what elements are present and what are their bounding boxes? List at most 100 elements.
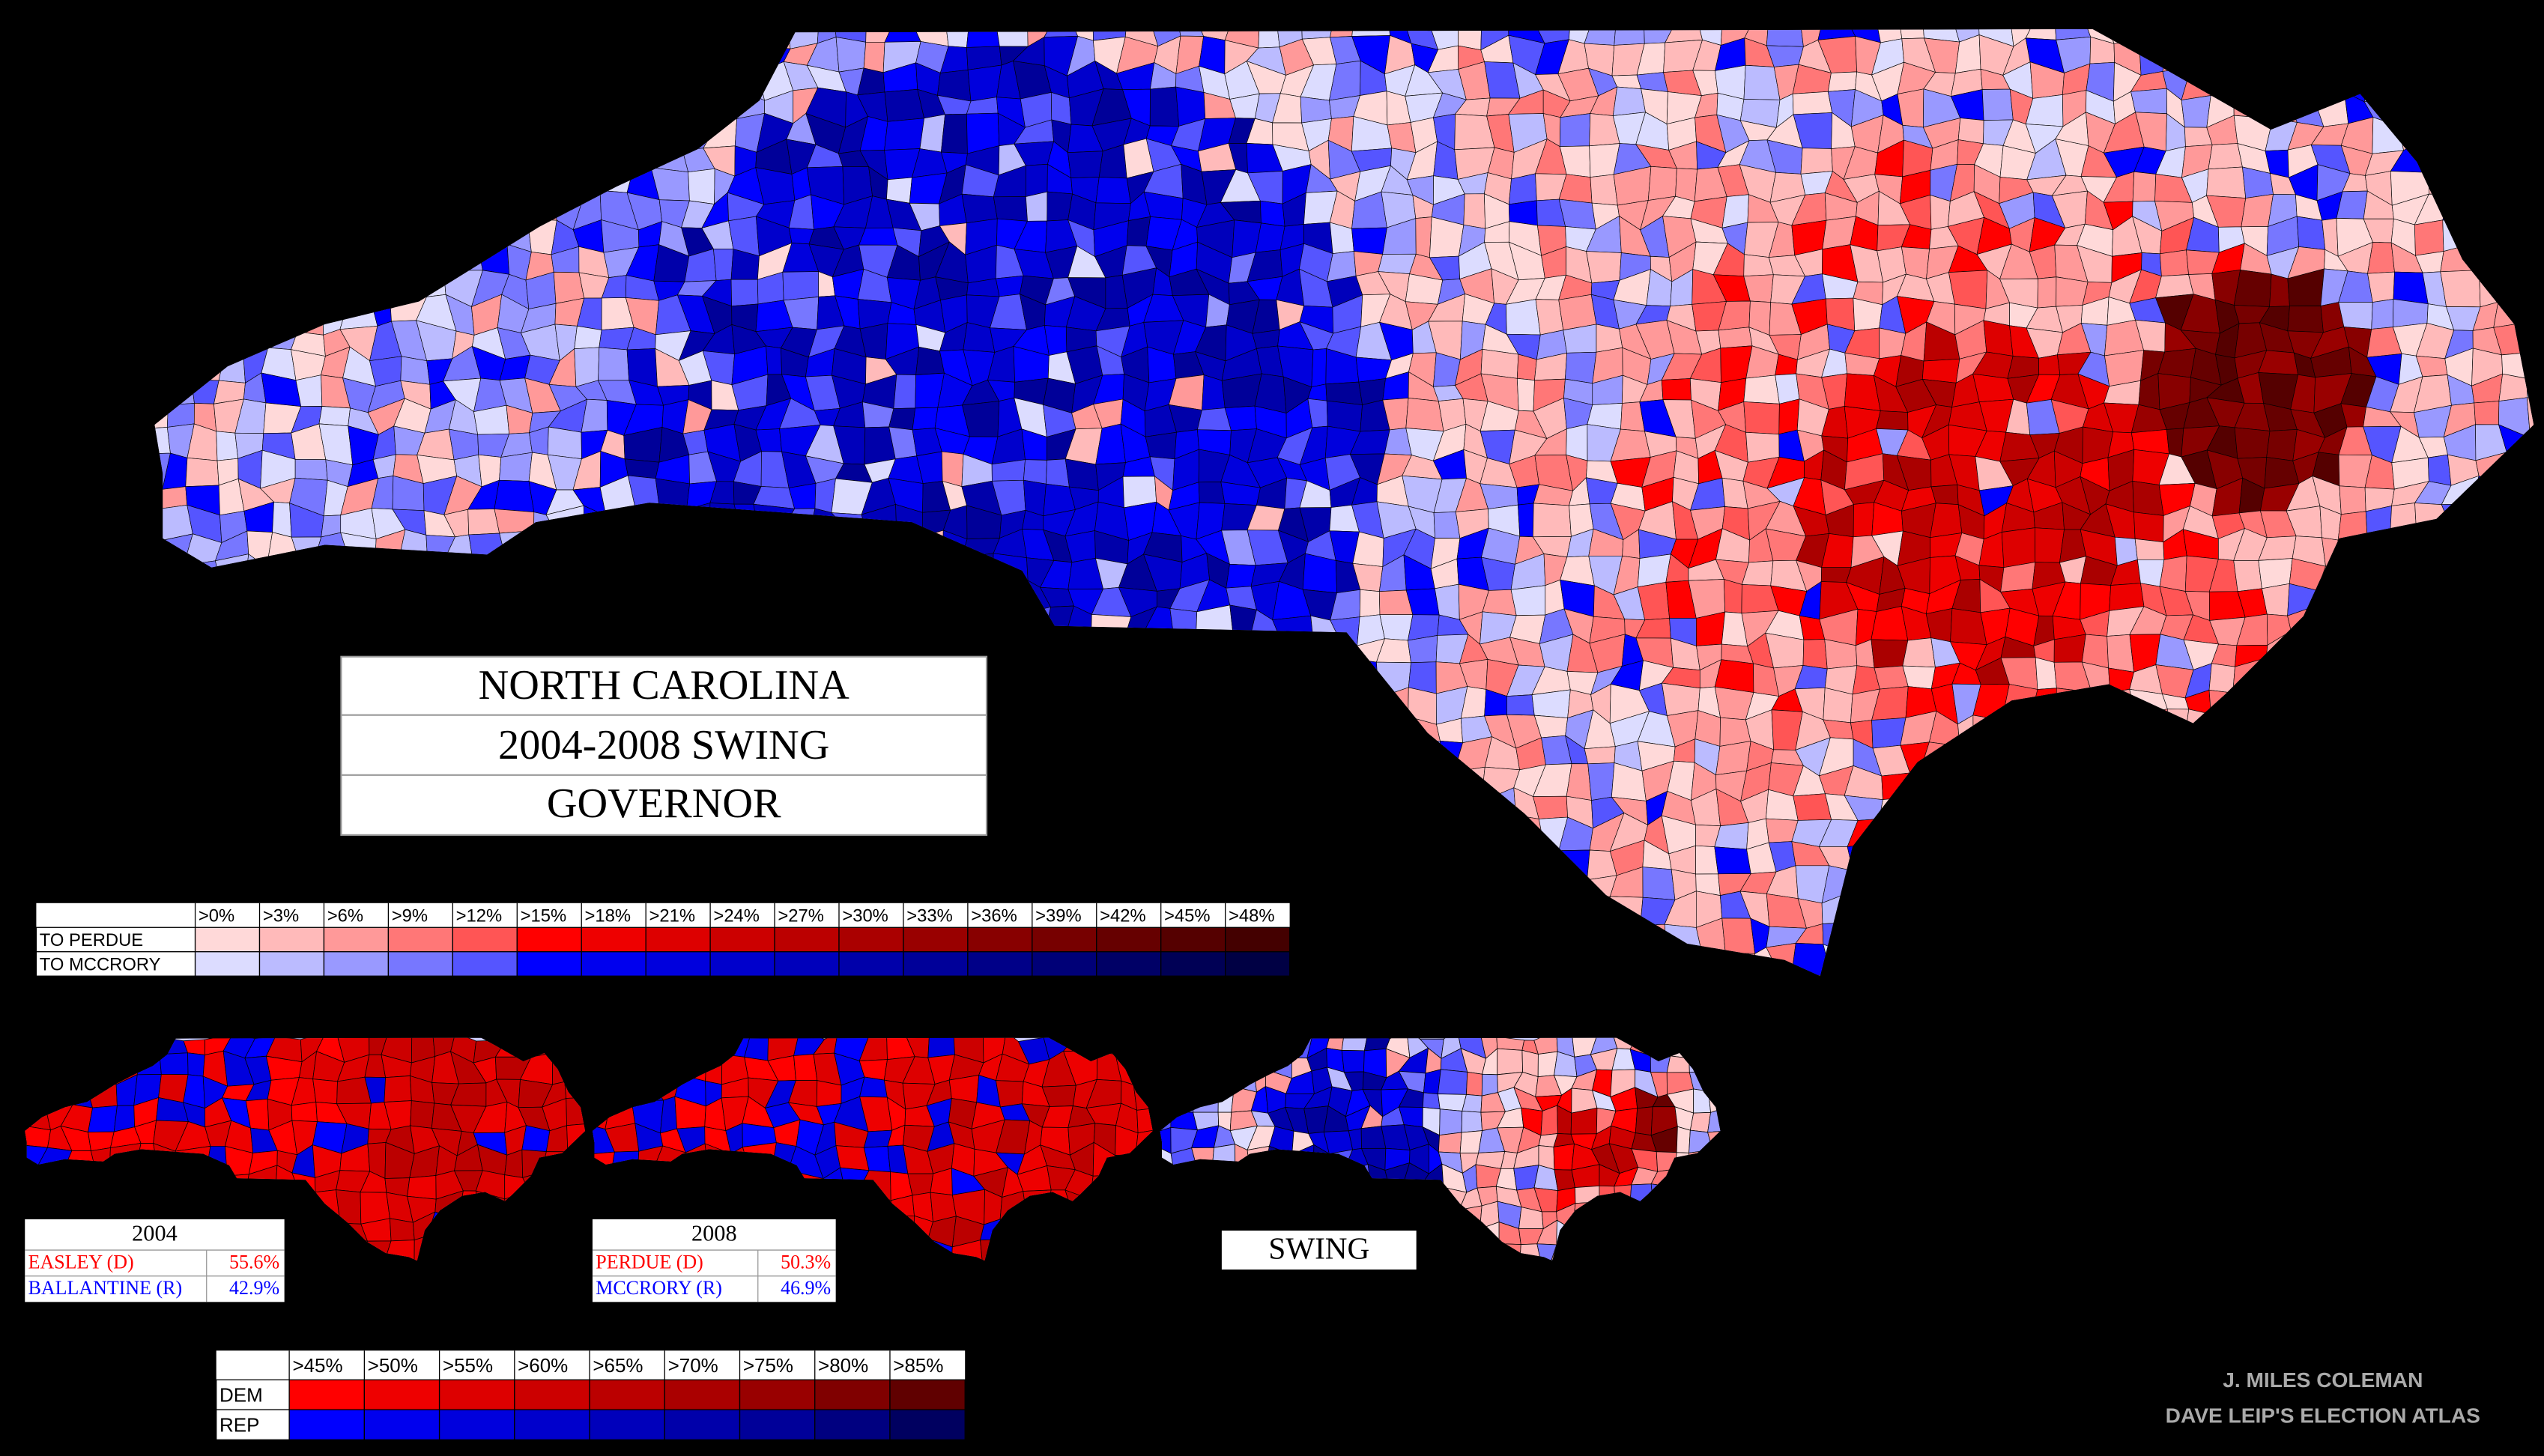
precinct — [547, 426, 582, 460]
precinct — [793, 1054, 818, 1081]
precinct — [2159, 555, 2187, 592]
precinct — [1095, 177, 1131, 204]
legend-swatch — [709, 951, 775, 977]
precinct — [598, 347, 629, 381]
precinct — [1707, 1106, 1721, 1133]
legend-swatch — [387, 926, 453, 953]
precinct — [1792, 91, 1833, 115]
swing-label-bg — [1221, 1231, 1417, 1270]
precinct — [884, 88, 925, 122]
legend-header: >0% — [199, 906, 234, 926]
precinct — [1715, 741, 1751, 775]
legend-swatch — [814, 1409, 891, 1441]
precinct — [291, 1102, 318, 1123]
precinct — [1874, 665, 1909, 690]
precinct — [1743, 401, 1780, 435]
results-year: 2008 — [691, 1221, 737, 1246]
precinct — [1559, 113, 1591, 148]
legend-swatch — [258, 951, 325, 977]
precinct — [713, 248, 734, 281]
precinct — [1590, 174, 1618, 206]
precinct — [185, 457, 219, 487]
legend-swatch — [645, 951, 711, 977]
precinct — [1481, 1073, 1498, 1096]
legend-header: >27% — [778, 906, 824, 926]
precinct — [312, 1079, 338, 1105]
title-line: 2004-2008 SWING — [498, 722, 829, 768]
legend-header: >85% — [893, 1354, 943, 1377]
precinct — [2371, 299, 2394, 330]
precinct — [1612, 86, 1646, 116]
precinct — [1516, 377, 1535, 412]
precinct — [2338, 302, 2373, 330]
precinct — [272, 501, 292, 538]
legend-header: >36% — [971, 906, 1017, 926]
legend-swatch — [516, 951, 582, 977]
precinct — [1311, 348, 1327, 388]
legend-header: >33% — [906, 906, 953, 926]
legend-swatch — [774, 951, 840, 977]
precinct — [1930, 194, 1951, 230]
precinct — [2287, 306, 2324, 333]
precinct — [1408, 635, 1438, 664]
legend-header: >30% — [842, 906, 888, 926]
precinct — [967, 64, 1002, 102]
candidate-pct: 55.6% — [229, 1251, 279, 1273]
candidate-name: PERDUE (D) — [596, 1251, 703, 1273]
precinct — [2038, 354, 2061, 375]
legend-swatch — [363, 1379, 440, 1410]
precinct — [1981, 88, 2014, 121]
precinct — [1438, 1132, 1462, 1153]
precinct — [390, 1218, 415, 1242]
precinct — [2001, 527, 2036, 568]
credit: J. MILES COLEMAN — [2223, 1368, 2423, 1392]
title-bg — [340, 655, 988, 836]
legend-swatch — [838, 951, 904, 977]
precinct — [294, 458, 328, 481]
precinct — [1714, 846, 1751, 875]
precinct — [2035, 657, 2057, 690]
precinct — [1662, 682, 1700, 716]
legend-header: >50% — [368, 1354, 418, 1377]
legend-swatch — [1096, 926, 1162, 953]
precinct — [1506, 299, 1541, 336]
legend-row-label: TO PERDUE — [40, 930, 143, 950]
legend-swatch — [739, 1409, 816, 1441]
legend-swatch — [363, 1409, 440, 1441]
precinct — [1341, 1050, 1365, 1073]
precinct — [961, 193, 998, 224]
precinct — [2130, 88, 2167, 115]
legend-swatch — [589, 1379, 665, 1410]
precinct — [2109, 583, 2145, 611]
precinct — [893, 374, 916, 409]
legend-swatch — [516, 926, 582, 953]
precinct — [859, 1076, 888, 1098]
legend-swatch — [581, 926, 646, 953]
precinct — [888, 407, 916, 431]
precinct — [2339, 485, 2366, 515]
precinct — [448, 428, 479, 461]
legend-swatch — [774, 926, 840, 953]
precinct — [494, 479, 535, 513]
precinct — [2526, 397, 2534, 439]
precinct — [2166, 428, 2184, 458]
results-bg — [592, 1219, 836, 1302]
legend-swatch — [194, 951, 261, 977]
precinct — [1948, 270, 1988, 309]
precinct — [1921, 358, 1960, 383]
precinct — [1518, 503, 1534, 538]
precinct — [1067, 151, 1103, 179]
precinct — [2527, 378, 2534, 401]
legend-swatch — [438, 1379, 515, 1410]
precinct — [1983, 320, 2014, 357]
precinct — [1351, 227, 1387, 255]
precinct — [1535, 299, 1564, 336]
precinct — [1775, 373, 1800, 404]
legend-swatch — [967, 951, 1033, 977]
precinct — [2474, 401, 2500, 425]
legend-swatch — [903, 951, 969, 977]
legend-swatch — [1032, 951, 1097, 977]
legend-header: >24% — [713, 906, 760, 926]
